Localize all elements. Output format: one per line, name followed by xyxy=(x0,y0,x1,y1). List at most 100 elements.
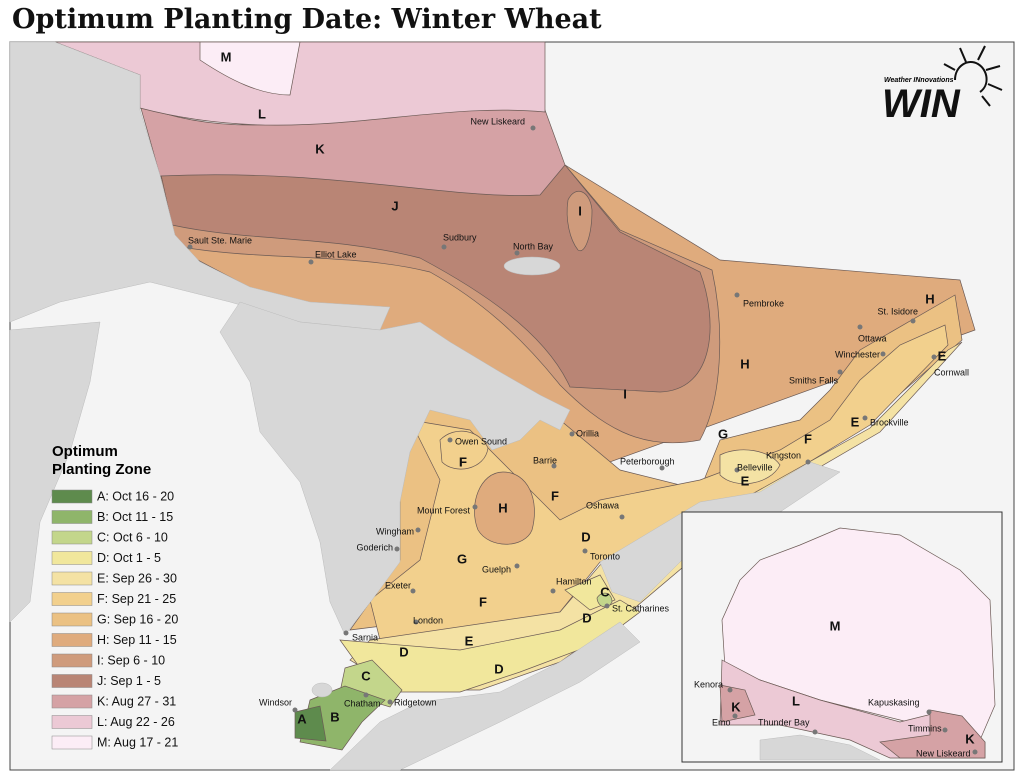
city-label: New Liskeard xyxy=(916,748,971,758)
zone-label: H xyxy=(925,291,934,306)
city-label: North Bay xyxy=(513,241,554,251)
city-dot xyxy=(387,699,393,705)
zone-label: F xyxy=(479,594,487,609)
zone xyxy=(54,41,546,126)
city-label: Barrie xyxy=(533,455,557,465)
city-dot xyxy=(880,351,886,357)
city-dot xyxy=(734,292,740,298)
city-label: Cornwall xyxy=(934,367,969,377)
city-dot xyxy=(363,692,369,698)
zone xyxy=(369,324,949,641)
lake xyxy=(311,682,333,698)
city-dot xyxy=(514,250,520,256)
zone-label: E xyxy=(465,633,474,648)
legend-title: Optimum xyxy=(52,443,118,460)
city-dot xyxy=(441,244,447,250)
legend-label: G: Sep 16 - 20 xyxy=(97,612,178,626)
city-label: Exeter xyxy=(385,580,411,590)
city-dot xyxy=(292,707,298,713)
legend-title: Planting Zone xyxy=(52,461,151,478)
zone-label: F xyxy=(551,488,559,503)
city-dot xyxy=(734,467,740,473)
legend-swatch xyxy=(51,674,93,688)
lake xyxy=(503,256,561,276)
zone-label: J xyxy=(391,198,398,213)
lake xyxy=(219,301,571,636)
city-dot xyxy=(972,749,978,755)
legend-label: H: Sep 11 - 15 xyxy=(97,633,177,647)
legend-label: I: Sep 6 - 10 xyxy=(97,653,165,667)
city-dot xyxy=(582,548,588,554)
lake xyxy=(9,321,101,623)
city-label: Mount Forest xyxy=(417,505,471,515)
city-label: Sault Ste. Marie xyxy=(188,235,252,245)
zone-label: F xyxy=(459,454,467,469)
city-dot xyxy=(530,125,536,131)
city-label: Elliot Lake xyxy=(315,249,357,259)
city-dot xyxy=(619,514,625,520)
zone-label: E xyxy=(938,348,947,363)
legend-label: B: Oct 11 - 15 xyxy=(97,510,173,524)
city-label: New Liskeard xyxy=(470,116,525,126)
legend-swatch xyxy=(51,510,93,524)
zone-label: F xyxy=(459,454,467,469)
zone xyxy=(474,471,535,545)
legend-label: D: Oct 1 - 5 xyxy=(97,551,161,565)
zone-label: E xyxy=(741,473,750,488)
zone-label: D xyxy=(581,529,590,544)
logo-sun xyxy=(943,45,1003,107)
zone-label: B xyxy=(330,709,339,724)
zone-label: D xyxy=(494,661,503,676)
city-label: Timmins xyxy=(908,723,942,733)
city-label: Windsor xyxy=(259,697,292,707)
zone xyxy=(719,684,986,759)
legend-swatch xyxy=(51,551,93,565)
city-label: Ottawa xyxy=(858,333,887,343)
zone-label: L xyxy=(792,693,800,708)
city-dot xyxy=(942,727,948,733)
city-dot xyxy=(447,437,453,443)
legend-label: J: Sep 1 - 5 xyxy=(97,674,161,688)
zone-label: M xyxy=(221,49,232,64)
city-dot xyxy=(812,729,818,735)
city-dot xyxy=(837,369,843,375)
legend-swatch xyxy=(51,715,93,729)
legend-swatch xyxy=(51,571,93,586)
city-dot xyxy=(910,318,916,324)
zone-label: K xyxy=(315,141,325,156)
city-dot xyxy=(187,244,193,250)
zone-label: D xyxy=(399,644,408,659)
legend-label: E: Sep 26 - 30 xyxy=(97,571,177,585)
legend-swatch xyxy=(51,633,93,647)
city-label: Thunder Bay xyxy=(758,717,810,727)
city-dot xyxy=(727,687,733,693)
city-label: Peterborough xyxy=(620,456,675,466)
zone-label: G xyxy=(457,551,467,566)
city-dot xyxy=(415,527,421,533)
lake xyxy=(759,734,881,761)
legend-swatch xyxy=(51,612,93,627)
zone-label: C xyxy=(600,584,610,599)
city-label: Toronto xyxy=(590,551,620,561)
city-label: Kingston xyxy=(766,450,801,460)
city-dot xyxy=(857,324,863,330)
zone xyxy=(199,41,301,96)
city-dot xyxy=(732,713,738,719)
zone-label: K xyxy=(965,731,975,746)
zone-label: L xyxy=(258,106,266,121)
lake xyxy=(329,621,641,771)
logo-tagline: Weather INnovations xyxy=(884,77,954,84)
city-label: Owen Sound xyxy=(455,436,507,446)
city-dot xyxy=(931,354,937,360)
city-dot xyxy=(394,546,400,552)
city-label: St. Isidore xyxy=(877,306,918,316)
zone-label: D xyxy=(582,610,591,625)
city-dot xyxy=(551,463,557,469)
legend-label: F: Sep 21 - 25 xyxy=(97,592,176,606)
city-dot xyxy=(413,619,419,625)
city-dot xyxy=(472,504,478,510)
legend-swatch xyxy=(51,489,93,504)
zone-label: A xyxy=(297,711,307,726)
legend-swatch xyxy=(51,653,93,668)
